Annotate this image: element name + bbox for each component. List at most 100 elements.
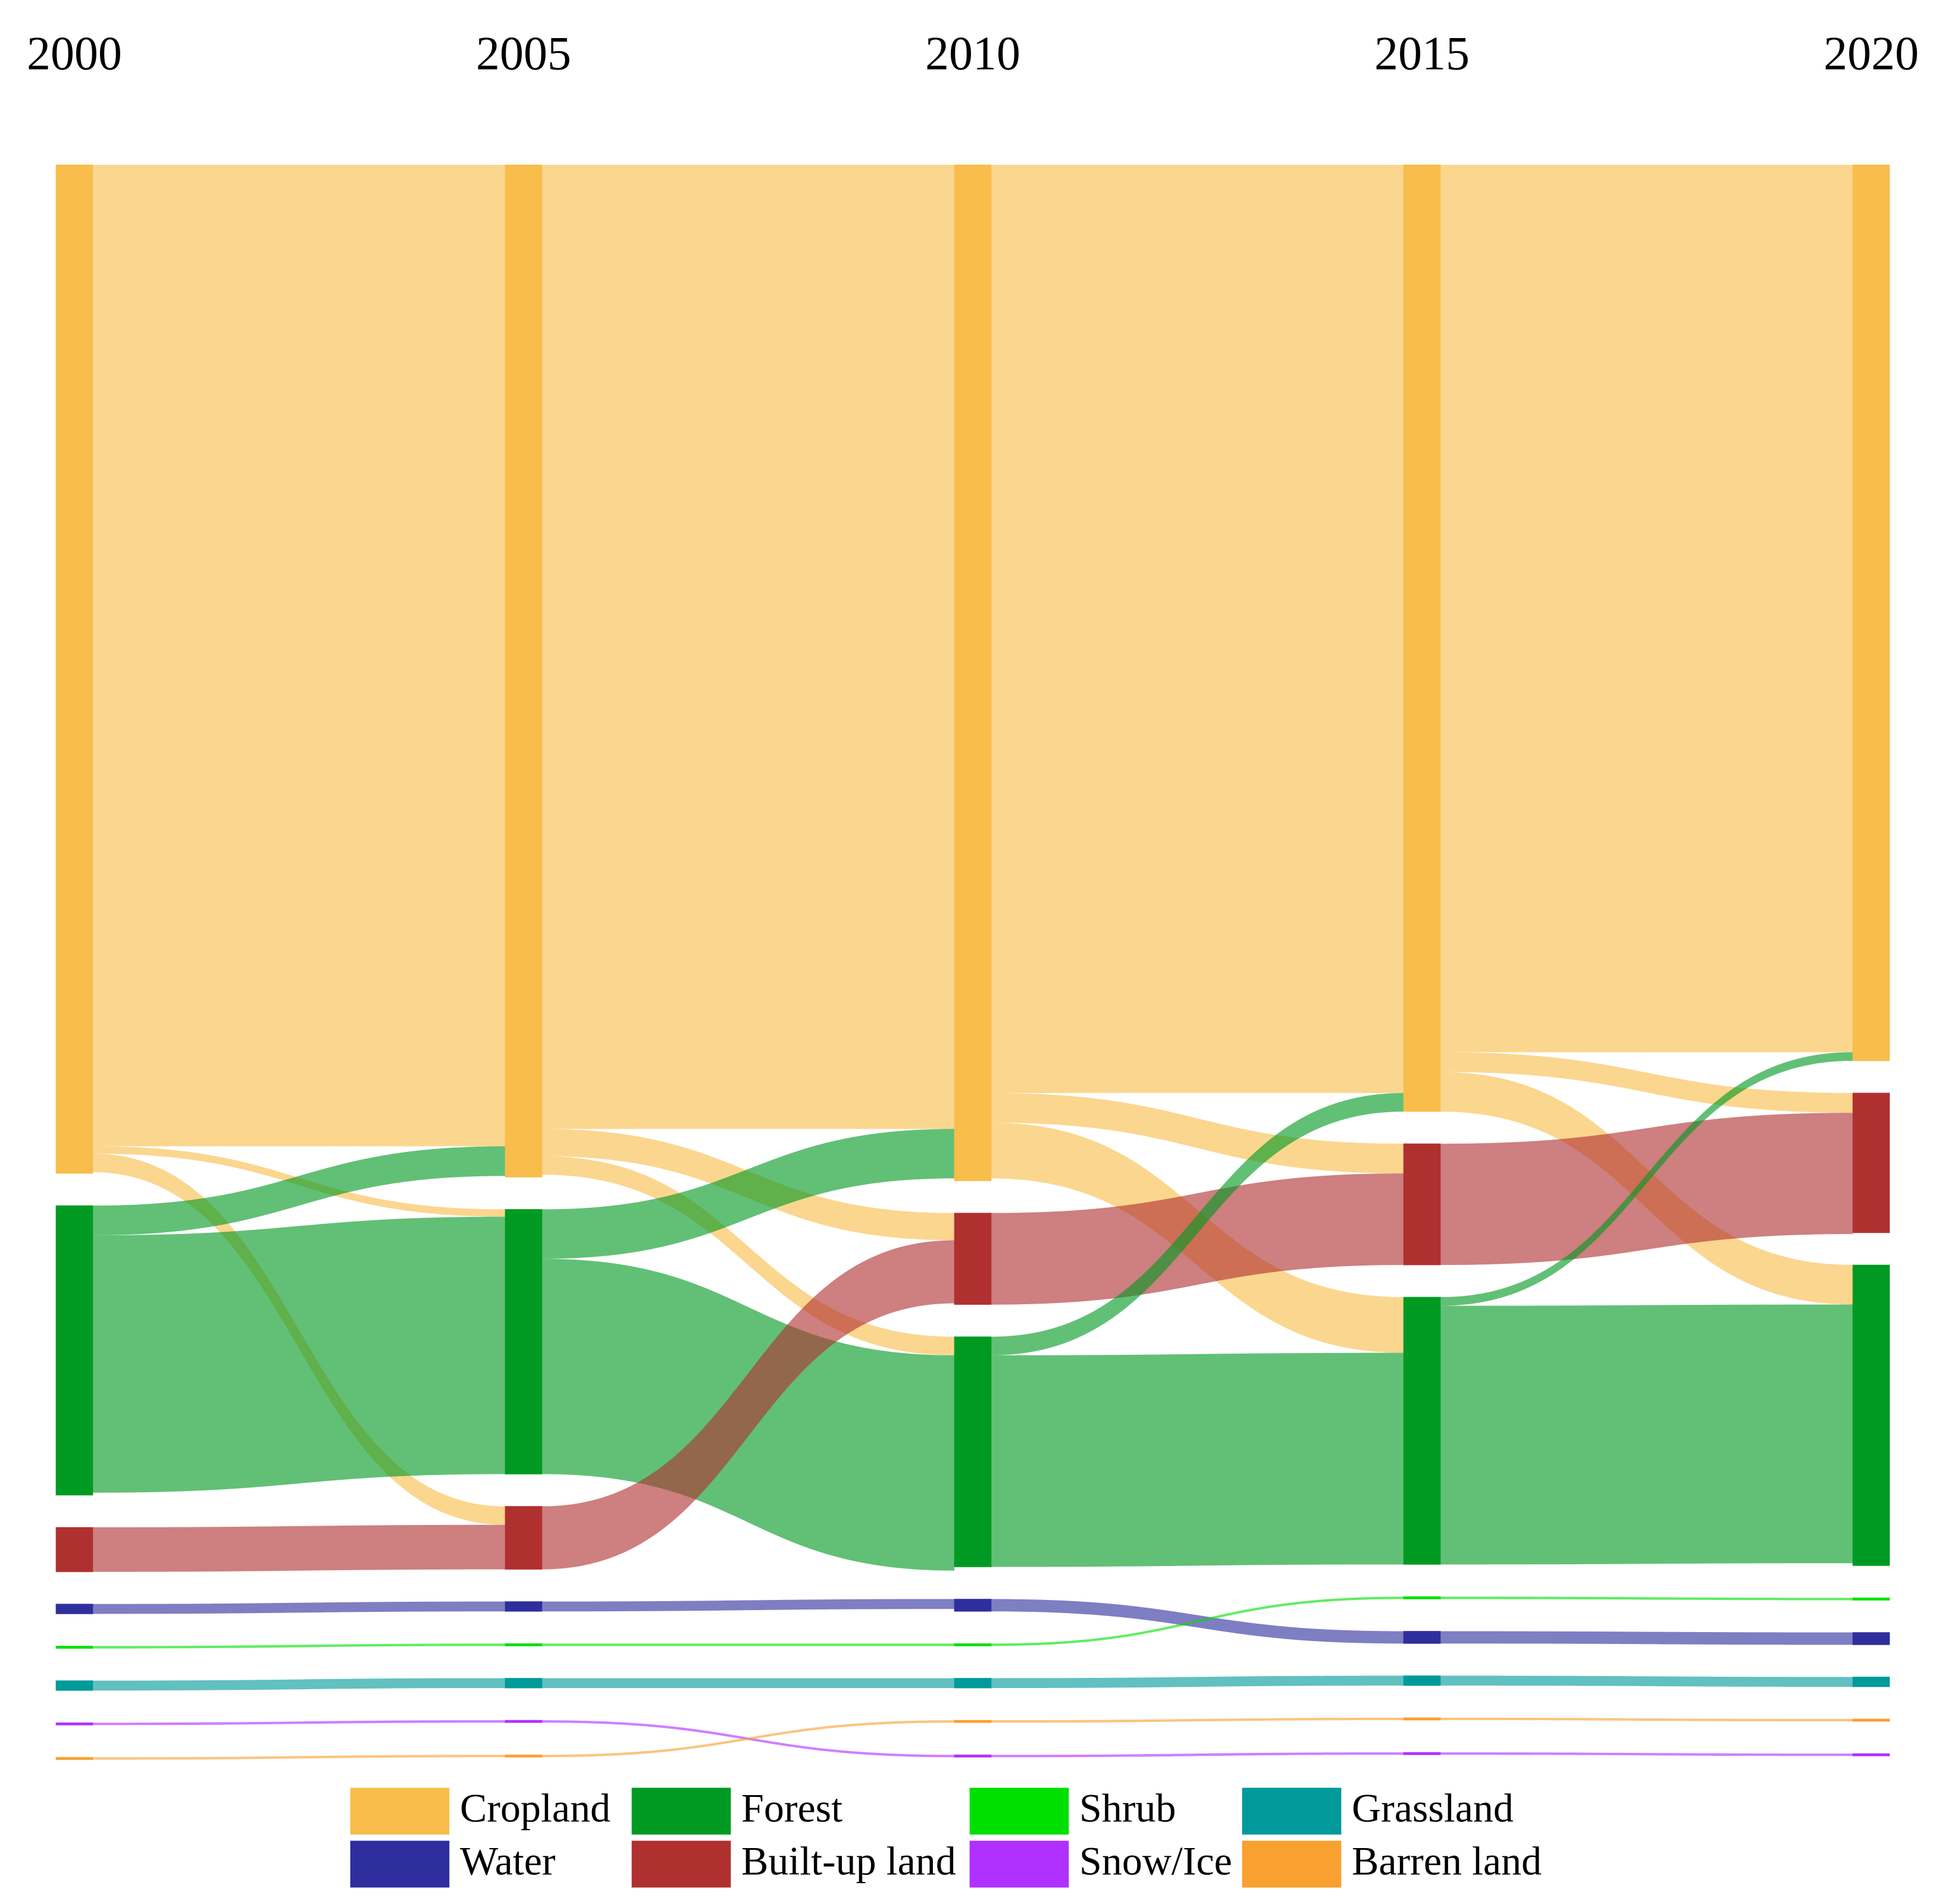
node	[954, 1643, 992, 1646]
flow	[1440, 1717, 1853, 1722]
flow	[93, 1216, 505, 1493]
flow	[542, 1240, 954, 1570]
flow	[1440, 1052, 1853, 1113]
node	[1403, 1675, 1441, 1686]
node	[954, 164, 992, 1182]
flow	[1440, 1304, 1853, 1565]
flow	[542, 1129, 954, 1259]
flow	[1440, 165, 1853, 1053]
legend-label: Forest	[741, 1786, 842, 1831]
flow	[542, 165, 954, 1129]
flow	[1440, 1676, 1853, 1687]
flow	[991, 165, 1404, 1093]
flow	[93, 1643, 505, 1649]
node	[55, 1645, 93, 1649]
node	[55, 1680, 93, 1691]
node	[55, 1756, 93, 1761]
flow	[991, 1717, 1404, 1723]
flow	[991, 1173, 1404, 1305]
flow	[542, 1156, 954, 1355]
legend-swatch	[969, 1787, 1069, 1835]
node	[954, 1720, 992, 1723]
node	[1403, 1630, 1441, 1644]
node	[1403, 1752, 1441, 1755]
node	[1852, 1676, 1890, 1687]
node	[505, 1506, 543, 1570]
node	[1852, 164, 1890, 1061]
flow	[93, 1678, 505, 1691]
node	[55, 164, 93, 1174]
flow	[93, 1755, 505, 1760]
node	[505, 1677, 543, 1689]
node	[1852, 1718, 1890, 1722]
flow	[1440, 1631, 1853, 1645]
legend-label: Snow/Ice	[1079, 1839, 1232, 1884]
legend-swatch	[631, 1787, 731, 1835]
flow	[991, 1352, 1404, 1567]
legend-label: Built-up land	[741, 1839, 956, 1884]
flow	[93, 165, 505, 1147]
node	[1852, 1264, 1890, 1566]
node	[505, 1601, 543, 1612]
node	[505, 1720, 543, 1723]
legend-swatch	[1242, 1840, 1342, 1888]
flow	[991, 1676, 1404, 1689]
node	[55, 1205, 93, 1496]
flow	[93, 1146, 505, 1236]
node	[55, 1604, 93, 1614]
flow	[991, 1093, 1404, 1355]
flow	[991, 1596, 1404, 1646]
flow	[542, 1720, 954, 1758]
flow	[542, 1678, 954, 1689]
node	[1852, 1632, 1890, 1645]
flow	[542, 1599, 954, 1612]
legend-swatch	[969, 1840, 1069, 1888]
year-label: 2010	[925, 27, 1020, 80]
node	[55, 1722, 93, 1726]
legend-label: Shrub	[1079, 1786, 1176, 1831]
legend-label: Water	[460, 1839, 556, 1884]
node	[954, 1677, 992, 1689]
node	[1403, 1297, 1441, 1565]
legend: Cropland Forest Shrub Grassland Water Built-u…	[350, 1786, 1542, 1888]
node	[505, 1208, 543, 1475]
node	[1403, 1143, 1441, 1266]
node	[505, 1754, 543, 1758]
node	[1403, 1596, 1441, 1599]
flow	[1440, 1596, 1853, 1601]
node	[1852, 1597, 1890, 1601]
node	[1403, 164, 1441, 1112]
flow	[93, 1720, 505, 1726]
legend-swatch	[1242, 1787, 1342, 1835]
legend-swatch	[631, 1840, 731, 1888]
node	[1403, 1717, 1441, 1721]
node	[55, 1527, 93, 1573]
flow	[1440, 1752, 1853, 1756]
flow	[93, 1601, 505, 1614]
node	[1852, 1092, 1890, 1233]
year-label: 2020	[1824, 27, 1919, 80]
flow	[991, 1752, 1404, 1758]
legend-swatch	[350, 1840, 450, 1888]
year-label: 2015	[1374, 27, 1470, 80]
flow	[542, 1643, 954, 1646]
flow	[991, 1093, 1404, 1174]
node	[954, 1598, 992, 1612]
node	[505, 1643, 543, 1646]
node	[954, 1336, 992, 1567]
year-label: 2000	[27, 27, 122, 80]
flow	[1440, 1052, 1853, 1306]
legend-label: Barren land	[1352, 1839, 1542, 1884]
legend-swatch	[350, 1787, 450, 1835]
legend-label: Cropland	[460, 1786, 610, 1831]
flow	[93, 1524, 505, 1572]
flows	[93, 165, 1853, 1760]
legend-label: Grassland	[1352, 1786, 1514, 1831]
node	[954, 1213, 992, 1305]
node	[1852, 1753, 1890, 1756]
nodes	[55, 164, 1890, 1761]
year-label: 2005	[476, 27, 571, 80]
node	[954, 1754, 992, 1758]
